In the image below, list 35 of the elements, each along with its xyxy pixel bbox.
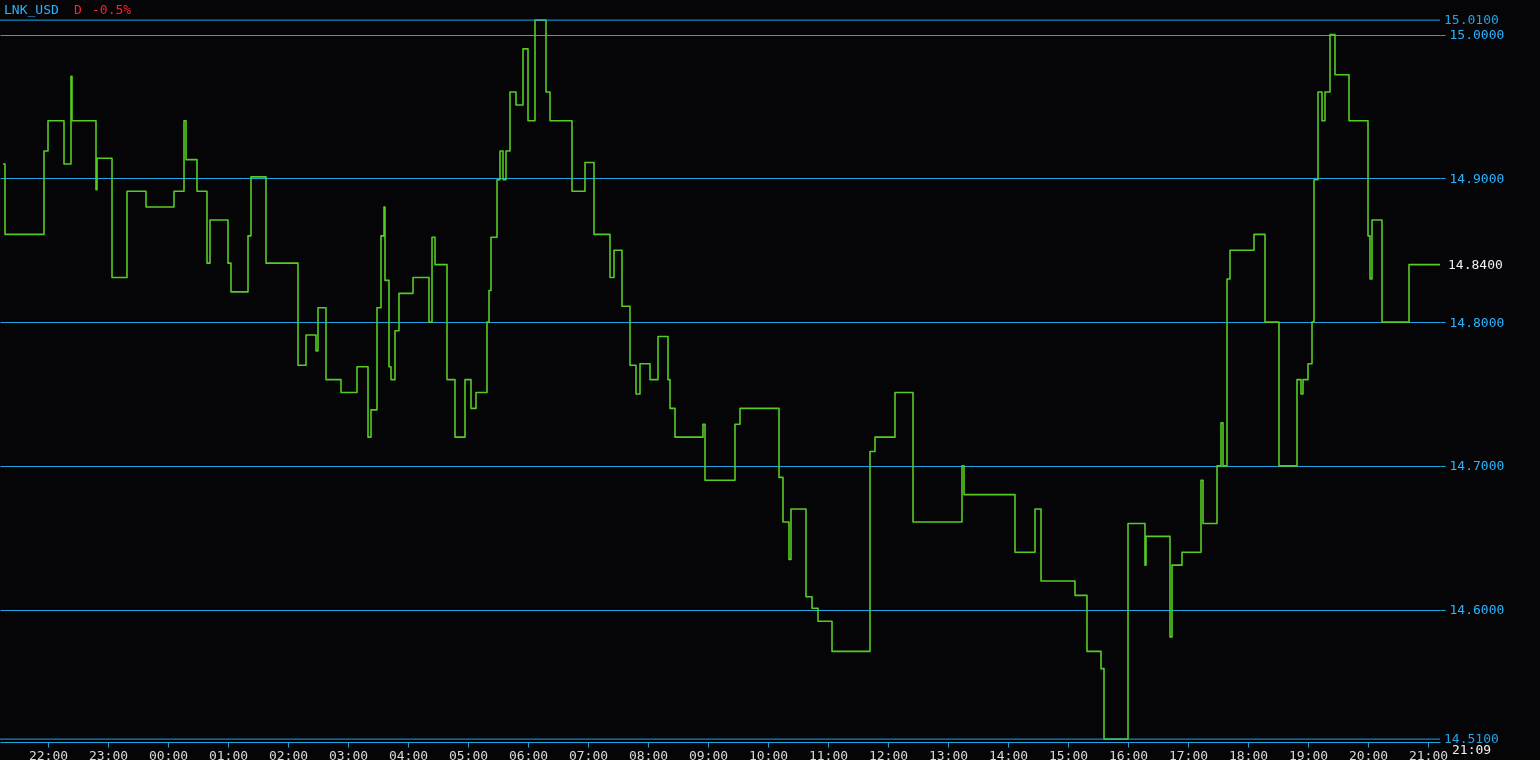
x-tick-label: 16:00 — [1108, 747, 1149, 760]
x-tick-label: 20:00 — [1348, 747, 1389, 760]
x-tick-label: 18:00 — [1228, 747, 1269, 760]
x-tick-label: 22:00 — [28, 747, 69, 760]
x-tick-label: 23:00 — [88, 747, 129, 760]
y-tick-label: 14.6000 — [1449, 602, 1505, 618]
annotation: 14.8400 — [1448, 256, 1503, 272]
y-tick-label: 14.8000 — [1449, 314, 1505, 330]
ref-line-label: 15.0100 — [1444, 12, 1499, 28]
x-tick-label: 14:00 — [988, 747, 1029, 760]
y-tick-label: 15.0000 — [1449, 27, 1505, 43]
x-tick-label: 13:00 — [928, 747, 969, 760]
x-tick-label: 19:00 — [1288, 747, 1329, 760]
text: 21:09 — [1452, 742, 1492, 757]
annotation: D — [74, 2, 82, 17]
x-tick-label: 01:00 — [208, 747, 249, 760]
y-tick-label: 14.7000 — [1449, 458, 1505, 474]
x-tick-label: 11:00 — [808, 747, 849, 760]
x-tick-label: 12:00 — [868, 747, 909, 760]
x-tick-label: 15:00 — [1048, 747, 1089, 760]
x-tick-label: 06:00 — [508, 747, 549, 760]
x-tick-label: 07:00 — [568, 747, 609, 760]
annotation: -0.5% — [92, 2, 132, 17]
x-tick-label: 17:00 — [1168, 747, 1209, 760]
x-tick-label: 00:00 — [148, 747, 189, 760]
x-tick-label: 08:00 — [628, 747, 669, 760]
x-tick-label: 09:00 — [688, 747, 729, 760]
x-tick-label: 10:00 — [748, 747, 789, 760]
x-tick-label: 21:00 — [1408, 747, 1449, 760]
x-tick-label: 04:00 — [388, 747, 429, 760]
x-tick-label: 02:00 — [268, 747, 309, 760]
chart-title: LNK_USD — [4, 2, 59, 17]
x-tick-label: 03:00 — [328, 747, 369, 760]
x-tick-label: 05:00 — [448, 747, 489, 760]
y-tick-label: 14.9000 — [1449, 170, 1505, 186]
